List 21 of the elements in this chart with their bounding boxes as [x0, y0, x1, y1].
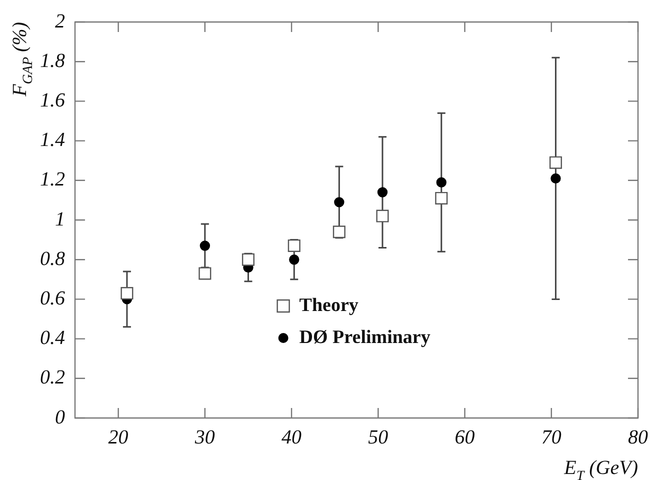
x-tick-label: 80: [628, 426, 648, 448]
y-tick-label: 1.8: [40, 50, 65, 72]
x-tick-label: 60: [454, 426, 475, 448]
y-tick-label: 1: [55, 208, 65, 230]
y-tick-label: 1.6: [40, 89, 65, 112]
x-tick-label: 50: [368, 426, 388, 448]
x-tick-label: 30: [194, 426, 215, 448]
y-axis-title: FGAP (%): [9, 22, 36, 98]
legend-label: Theory: [299, 294, 359, 316]
y-tick-label: 1.2: [40, 168, 65, 191]
x-tick-label: 40: [282, 426, 302, 448]
legend-label: DØ Preliminary: [299, 326, 431, 348]
x-tick-label: 70: [541, 426, 562, 448]
y-tick-label: 2: [55, 10, 65, 32]
y-tick-label: 0.6: [40, 287, 65, 310]
y-tick-label: 0.2: [40, 366, 65, 389]
y-tick-label: 0: [55, 406, 65, 428]
y-tick-label: 1.4: [40, 129, 65, 152]
x-tick-label: 20: [108, 426, 128, 448]
y-tick-label: 0.8: [40, 248, 65, 270]
y-tick-label: 0.4: [40, 327, 65, 350]
